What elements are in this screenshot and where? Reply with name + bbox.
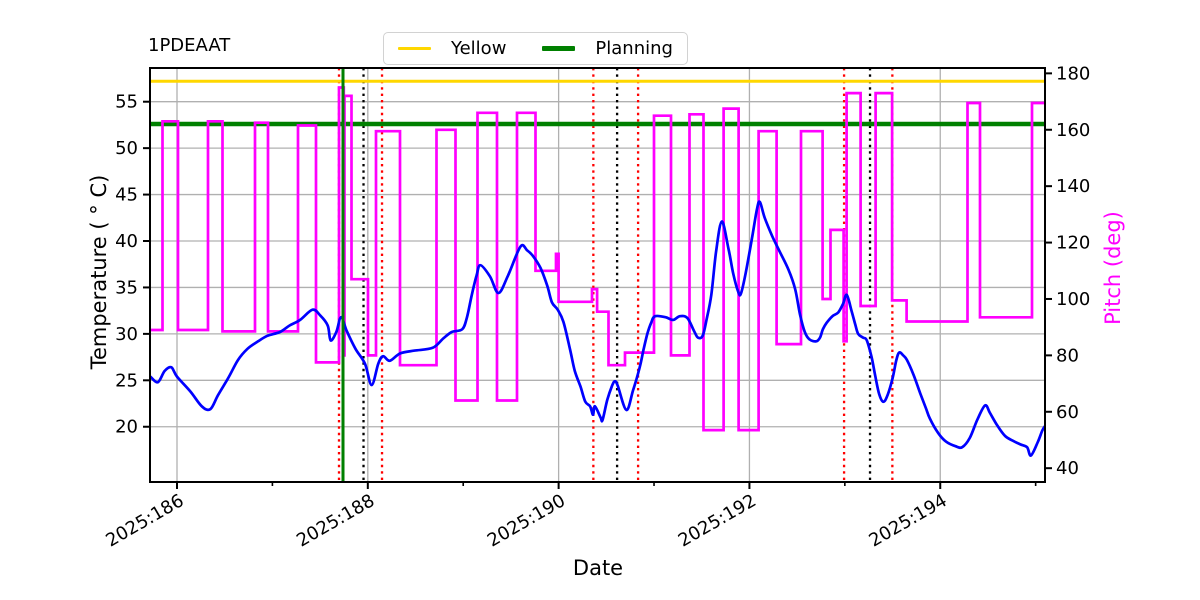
svg-text:2025:188: 2025:188 [293,490,378,551]
svg-text:100: 100 [1056,289,1090,310]
legend-entry-yellow: Yellow [398,38,506,59]
svg-text:35: 35 [115,277,138,298]
y-left-axis-label: Temperature ( ° C) [87,174,111,370]
svg-text:2025:186: 2025:186 [102,490,187,551]
svg-text:55: 55 [115,92,138,113]
svg-text:40: 40 [115,231,138,252]
svg-text:40: 40 [1056,458,1079,479]
svg-text:2025:190: 2025:190 [484,490,569,551]
svg-text:45: 45 [115,185,138,206]
svg-text:25: 25 [115,370,138,391]
planning-line-sample [542,46,576,51]
yellow-line-sample [398,47,431,50]
x-axis-label: Date [572,556,624,580]
svg-text:140: 140 [1056,176,1090,197]
y-right-axis-label: Pitch (deg) [1101,211,1125,325]
svg-text:180: 180 [1056,63,1090,84]
svg-text:30: 30 [115,324,138,345]
svg-text:60: 60 [1056,402,1079,423]
svg-text:20: 20 [115,417,138,438]
svg-text:160: 160 [1056,120,1090,141]
svg-text:80: 80 [1056,345,1079,366]
chart-title: 1PDEAAT [148,35,231,56]
svg-text:2025:192: 2025:192 [675,490,760,551]
legend: Yellow Planning [383,32,688,65]
svg-text:2025:194: 2025:194 [866,490,951,551]
svg-text:50: 50 [115,138,138,159]
legend-label-planning: Planning [595,38,673,59]
svg-text:120: 120 [1056,233,1090,254]
legend-label-yellow: Yellow [451,38,507,59]
legend-entry-planning: Planning [542,38,673,59]
